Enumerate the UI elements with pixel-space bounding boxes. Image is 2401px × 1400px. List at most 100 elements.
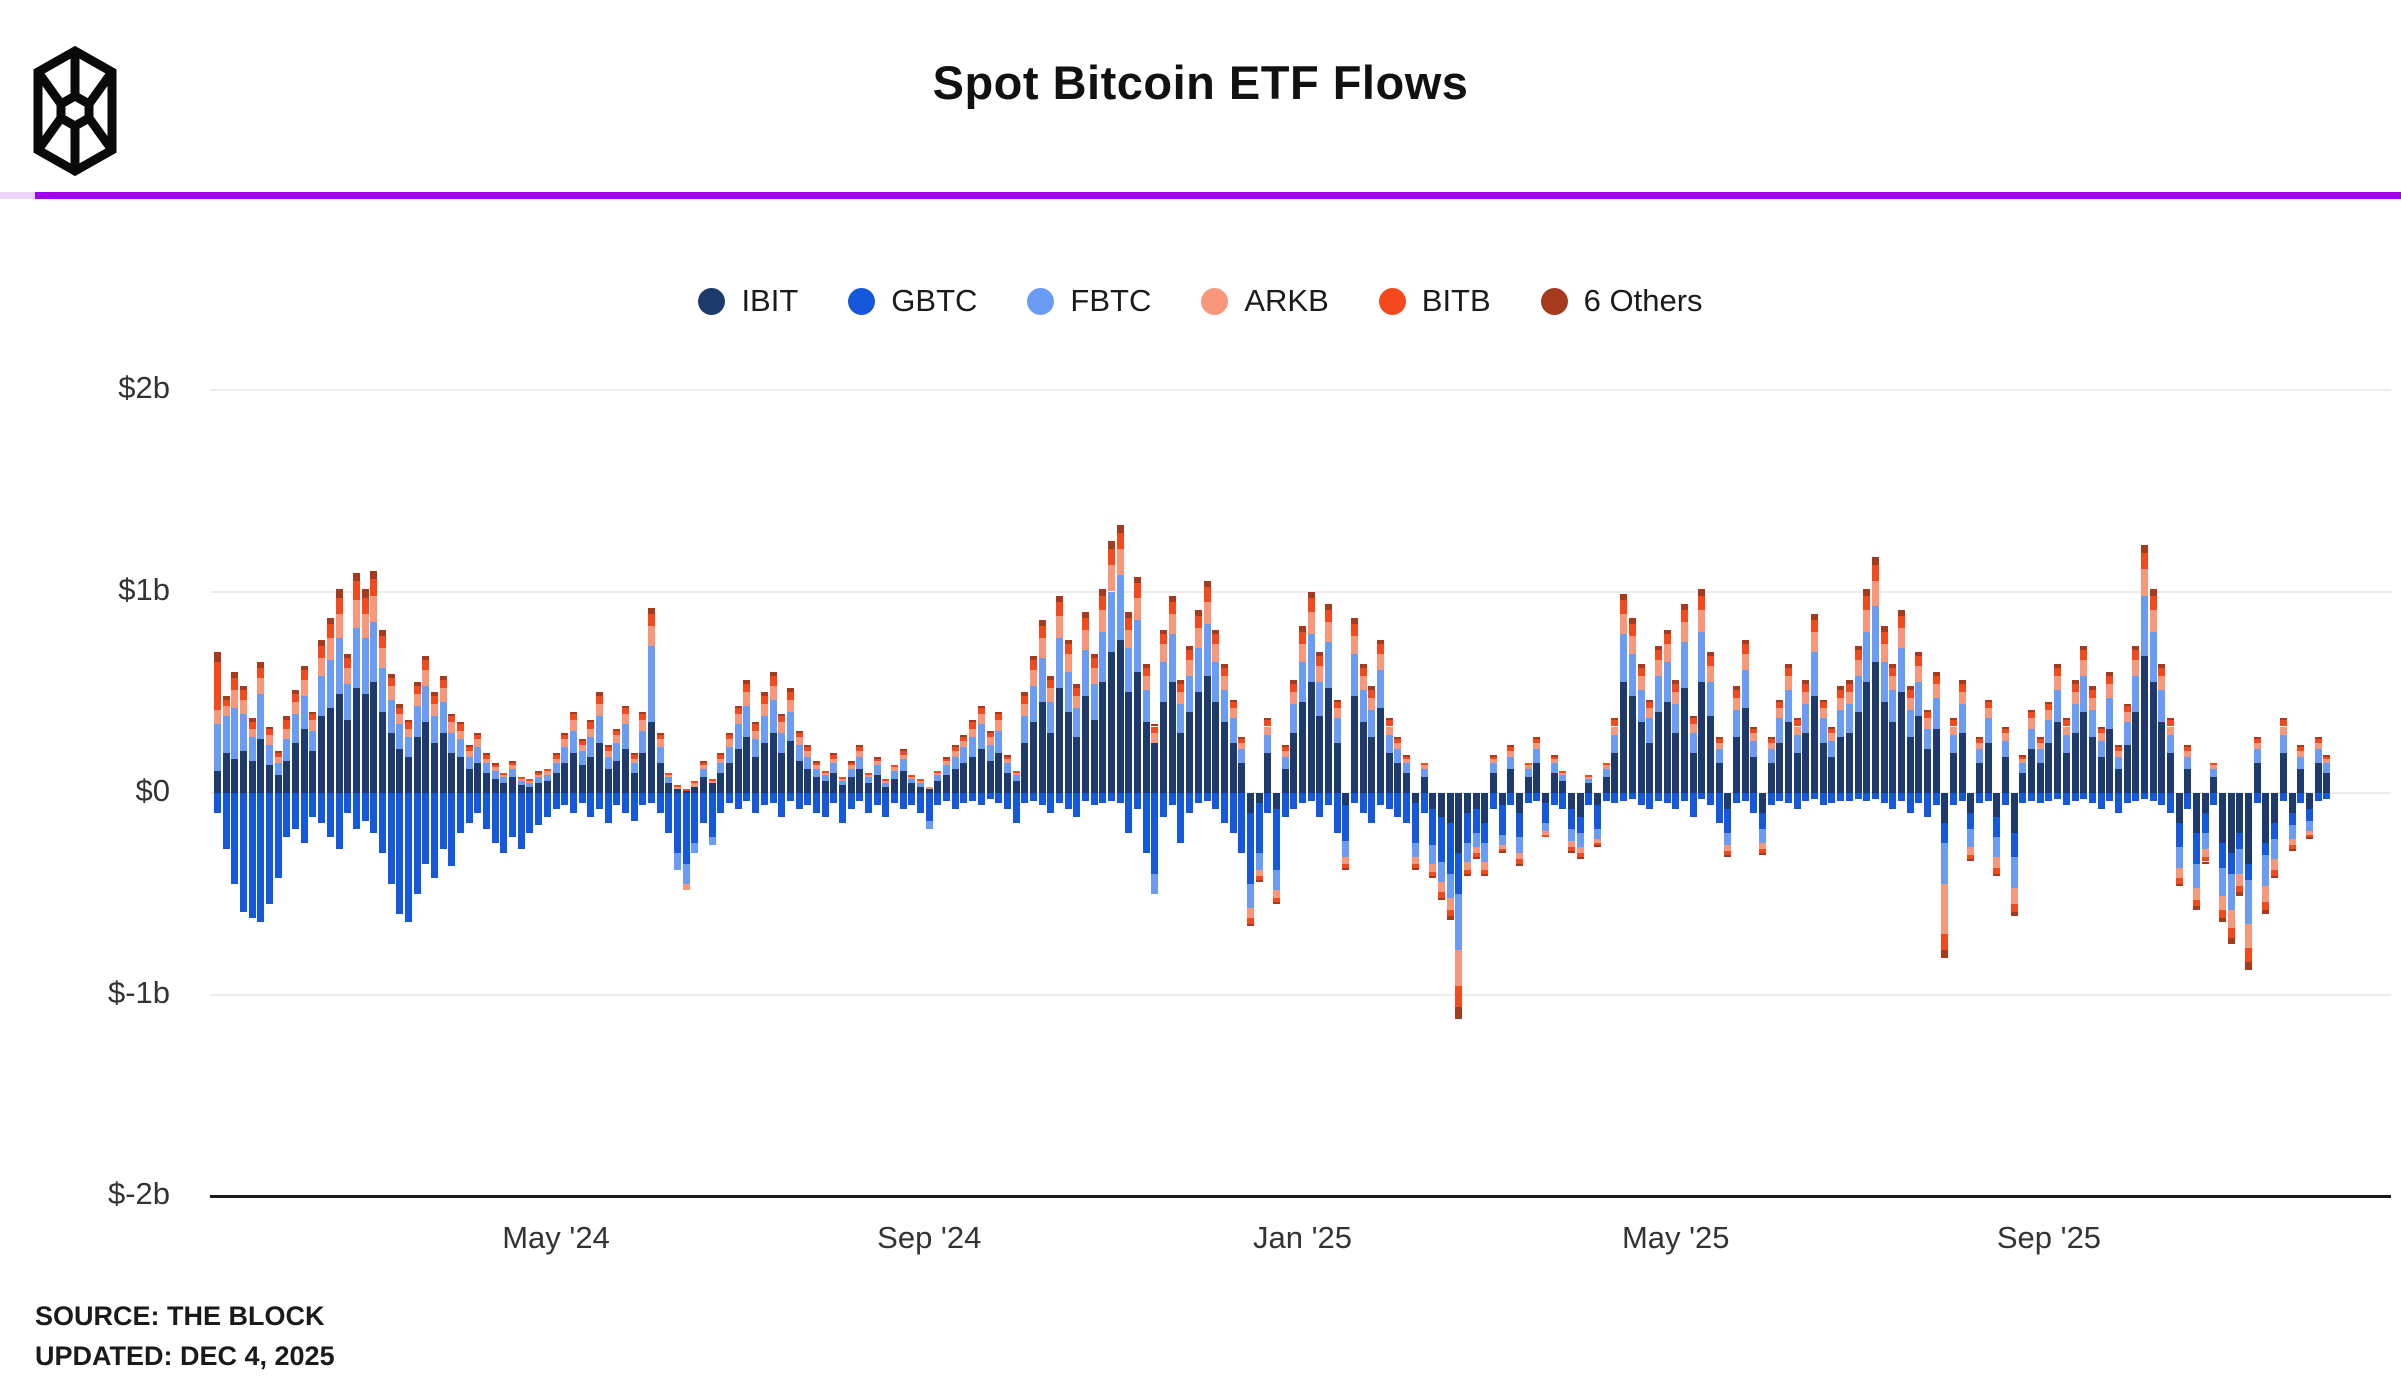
bar-segment-ibit xyxy=(1429,793,1437,810)
bar-segment-ibit xyxy=(2323,772,2331,793)
bar-segment-bitb xyxy=(1845,684,1853,693)
bar-segment-ibit xyxy=(1637,722,1645,793)
legend-item-fbtc[interactable]: FBTC xyxy=(1027,283,1151,319)
bar-segment-arkb xyxy=(1759,843,1767,850)
bar-segment-6-others xyxy=(1082,611,1089,618)
bar-segment-6-others xyxy=(535,770,543,773)
bar-segment-bitb xyxy=(378,635,386,648)
bar-segment-gbtc xyxy=(1047,793,1055,814)
bar-segment-ibit xyxy=(396,748,404,793)
legend-item-bitb[interactable]: BITB xyxy=(1378,283,1491,319)
bar-segment-ibit xyxy=(1880,702,1888,793)
bar-segment-ibit xyxy=(1993,793,2001,818)
bar-segment-ibit xyxy=(891,778,899,793)
bar-segment-ibit xyxy=(491,778,499,793)
bar-segment-bitb xyxy=(1524,762,1532,765)
bar-segment-fbtc xyxy=(335,637,343,695)
bar-segment-6-others xyxy=(1108,541,1116,550)
legend-item-ibit[interactable]: IBIT xyxy=(698,283,798,319)
bar-segment-fbtc xyxy=(1837,710,1845,737)
bar-segment-6-others xyxy=(1759,853,1767,856)
x-tick-sep--25: Sep '25 xyxy=(1996,1220,2102,1255)
bar-segment-bitb xyxy=(491,764,499,767)
bar-segment-gbtc xyxy=(1472,809,1480,834)
bar-segment-gbtc xyxy=(300,793,308,844)
y-tick-$2b: $2b xyxy=(118,370,170,405)
bar-segment-6-others xyxy=(648,607,655,614)
bar-segment-bitb xyxy=(786,692,794,701)
bar-segment-fbtc xyxy=(682,863,690,884)
bar-segment-bitb xyxy=(908,774,916,777)
bar-segment-fbtc xyxy=(2002,740,2010,757)
bar-segment-gbtc xyxy=(1073,793,1081,818)
bar-segment-gbtc xyxy=(986,793,994,800)
bar-segment-ibit xyxy=(1793,752,1801,793)
bar-segment-6-others xyxy=(483,752,491,755)
legend-item-6-others[interactable]: 6 Others xyxy=(1540,283,1703,319)
bar-segment-6-others xyxy=(2201,861,2209,864)
bar-segment-arkb xyxy=(847,764,855,769)
bar-segment-fbtc xyxy=(474,746,482,763)
bar-segment-bitb xyxy=(1785,668,1793,677)
bar-segment-ibit xyxy=(1134,672,1142,793)
bar-segment-6-others xyxy=(1507,744,1515,747)
bar-segment-ibit xyxy=(1941,793,1949,824)
bar-segment-bitb xyxy=(1654,649,1662,660)
bar-segment-arkb xyxy=(352,599,360,628)
bar-segment-fbtc xyxy=(1672,704,1680,733)
bar-segment-ibit xyxy=(648,722,655,793)
bar-segment-fbtc xyxy=(1437,861,1445,882)
bar-segment-gbtc xyxy=(2262,843,2270,856)
bar-segment-6-others xyxy=(2149,589,2157,596)
bar-segment-ibit xyxy=(1342,793,1350,806)
bar-segment-gbtc xyxy=(543,793,551,818)
bar-segment-gbtc xyxy=(1654,793,1662,802)
bar-segment-6-others xyxy=(552,752,560,755)
bar-segment-gbtc xyxy=(1628,793,1636,800)
bar-segment-6-others xyxy=(222,696,230,701)
bar-segment-ibit xyxy=(1706,716,1714,793)
legend-item-gbtc[interactable]: GBTC xyxy=(848,283,977,319)
bar-segment-ibit xyxy=(2114,768,2122,793)
bar-segment-ibit xyxy=(2080,712,2088,793)
chart-legend: IBIT GBTC FBTC ARKB BITB 6 Others xyxy=(0,283,2401,319)
bar-segment-6-others xyxy=(1090,653,1098,658)
bar-segment-6-others xyxy=(1220,664,1228,669)
bar-segment-gbtc xyxy=(1776,793,1784,802)
bar-segment-arkb xyxy=(1498,845,1506,850)
bar-segment-gbtc xyxy=(1533,793,1541,802)
bar-segment-ibit xyxy=(2305,793,2313,810)
bar-segment-fbtc xyxy=(1776,718,1784,743)
bar-segment-gbtc xyxy=(1212,793,1220,810)
bar-segment-bitb xyxy=(370,579,378,596)
bar-segment-gbtc xyxy=(1984,793,1992,802)
bar-segment-ibit xyxy=(2071,732,2079,793)
bar-segment-bitb xyxy=(1029,660,1037,671)
bar-segment-6-others xyxy=(1073,684,1081,689)
bar-segment-gbtc xyxy=(1689,793,1697,818)
bar-segment-ibit xyxy=(335,694,343,793)
bar-segment-gbtc xyxy=(1568,809,1576,830)
the-block-logo xyxy=(33,45,117,177)
bar-segment-gbtc xyxy=(1394,793,1402,818)
bar-segment-ibit xyxy=(2271,793,2279,824)
bar-segment-arkb xyxy=(595,704,603,717)
bar-segment-6-others xyxy=(422,655,430,660)
legend-item-arkb[interactable]: ARKB xyxy=(1201,283,1329,319)
bar-segment-fbtc xyxy=(1012,774,1020,781)
bar-segment-ibit xyxy=(1455,793,1463,854)
bar-segment-gbtc xyxy=(1333,793,1341,834)
bar-segment-ibit xyxy=(951,768,959,793)
bar-segment-6-others xyxy=(1628,617,1636,624)
bar-segment-bitb xyxy=(743,684,751,693)
bar-segment-bitb xyxy=(1368,690,1376,699)
bar-segment-ibit xyxy=(838,784,846,793)
bar-segment-bitb xyxy=(439,680,447,689)
bar-segment-6-others xyxy=(1715,736,1723,739)
bar-segment-6-others xyxy=(578,738,586,741)
bar-segment-ibit xyxy=(830,772,838,793)
bar-segment-fbtc xyxy=(1194,647,1202,693)
bar-segment-6-others xyxy=(830,752,838,755)
bar-segment-bitb xyxy=(960,736,968,741)
bar-segment-ibit xyxy=(578,764,586,793)
